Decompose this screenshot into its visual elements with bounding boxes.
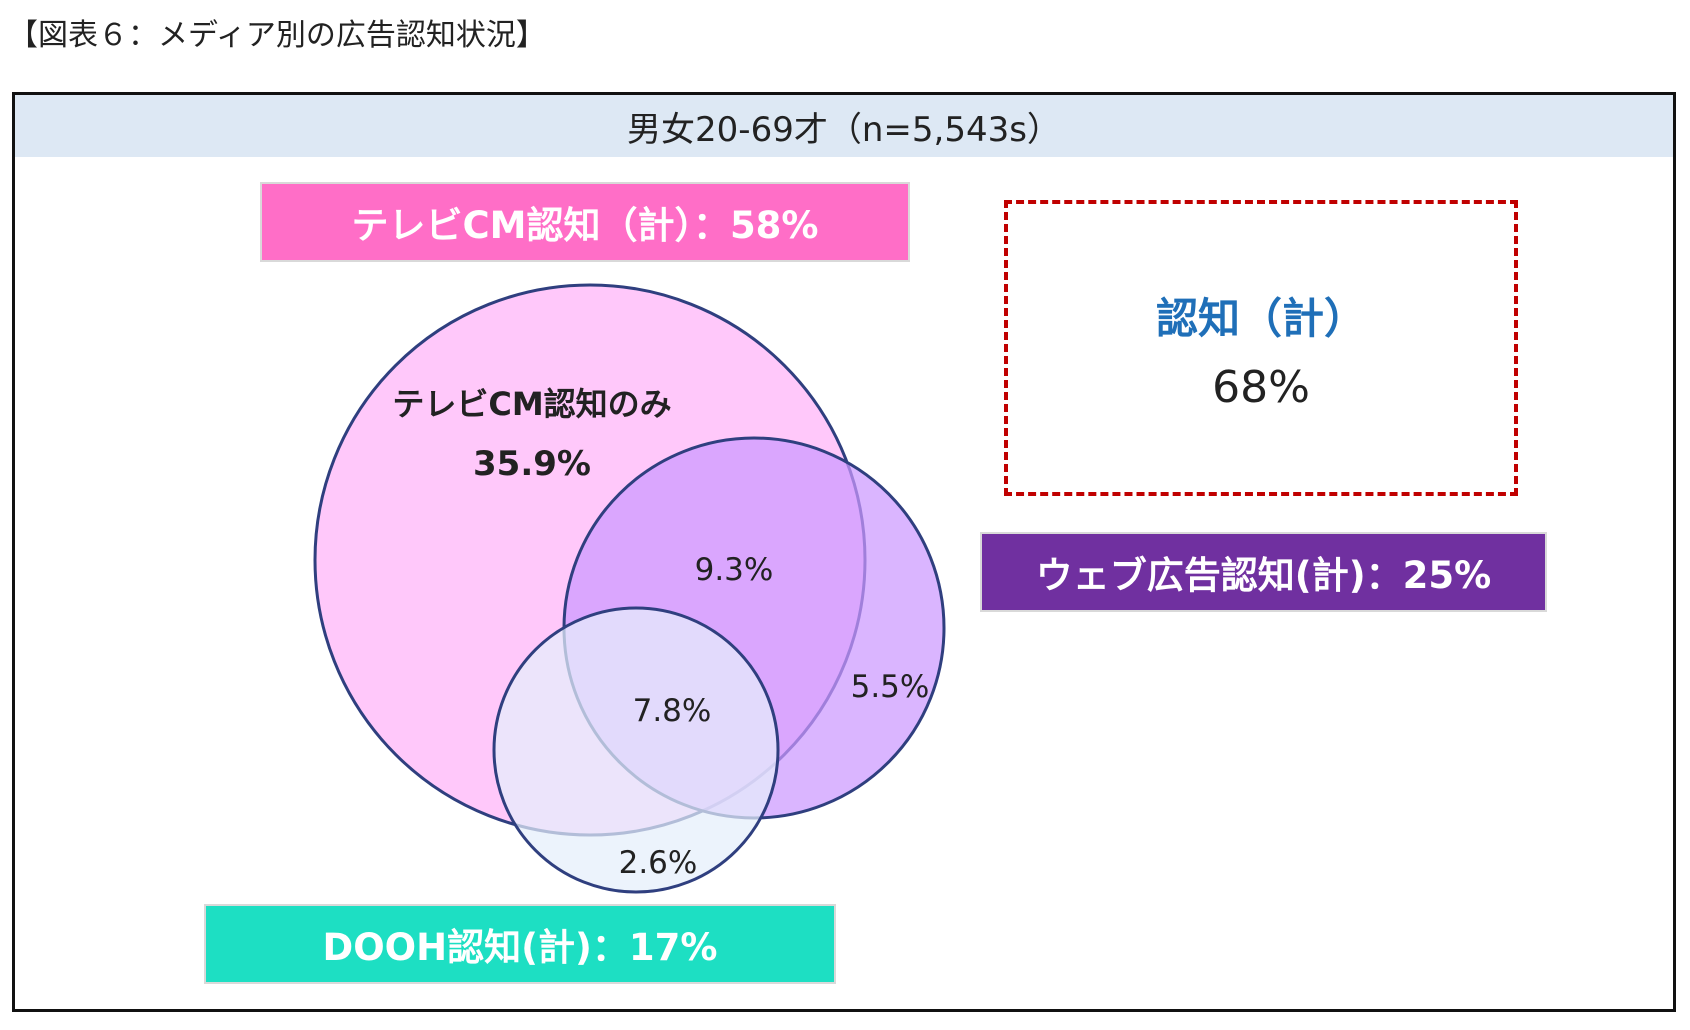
dooh-only-value: 2.6%: [619, 845, 698, 881]
all-three-overlap-value: 7.8%: [633, 693, 712, 729]
sample-header: 男女20-69才（n=5,543s）: [15, 95, 1673, 157]
total-awareness-value: 68%: [1212, 362, 1310, 413]
web-only-value: 5.5%: [851, 669, 930, 705]
tv-only-value: 35.9%: [473, 444, 591, 484]
chart-frame: [12, 92, 1676, 1012]
tv-web-overlap-value: 9.3%: [695, 552, 774, 588]
total-awareness-box: [1004, 200, 1518, 496]
figure-title: 【図表６：メディア別の広告認知状況】: [8, 18, 546, 53]
dooh-label: DOOH認知(計)：17%: [204, 904, 836, 984]
tv-only-label: テレビCM認知のみ: [392, 385, 671, 423]
web-ad-label: ウェブ広告認知(計)：25%: [980, 532, 1547, 612]
tv-cm-label: テレビCM認知（計）：58%: [260, 182, 910, 262]
total-awareness-label: 認知（計）: [1155, 294, 1366, 343]
dooh-circle: [492, 606, 780, 894]
